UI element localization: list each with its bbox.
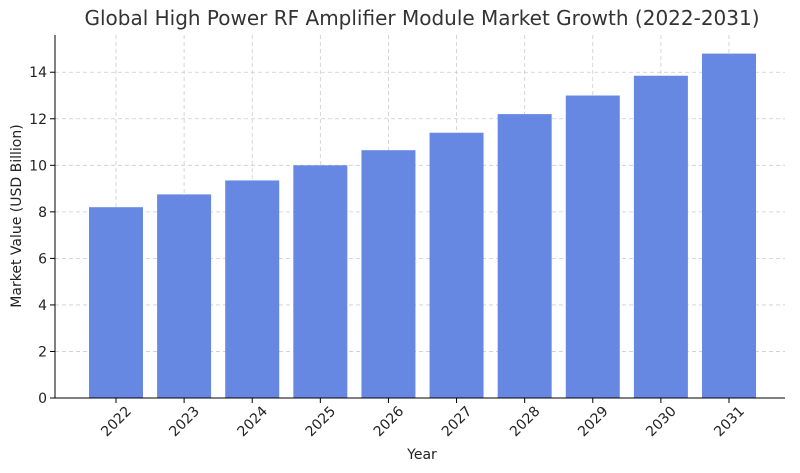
bar-2029 (565, 95, 620, 398)
bar-2031 (702, 53, 756, 398)
x-tick-label-2023: 2023 (166, 404, 203, 441)
bar-2027 (429, 132, 484, 398)
x-tick-label-2030: 2030 (643, 404, 680, 441)
bars (89, 53, 756, 398)
y-tick-label: 4 (38, 298, 47, 314)
x-tick-label-2026: 2026 (371, 403, 408, 440)
x-axis-ticks: 2022 2023 2024 2025 2026 2027 2028 2029 2030 2031 (98, 398, 748, 440)
chart-title: Global High Power RF Amplifier Module Ma… (84, 6, 759, 30)
x-tick-label-2028: 2028 (507, 404, 544, 441)
y-axis-label: Market Value (USD Billion) (9, 124, 25, 307)
y-axis-ticks: 0 2 4 6 8 10 12 14 (29, 65, 55, 407)
bar-2030 (633, 75, 688, 398)
y-tick-label: 8 (38, 205, 47, 221)
bar-2028 (497, 114, 552, 398)
x-axis-label: Year (406, 447, 437, 463)
y-tick-label: 6 (38, 251, 47, 267)
x-tick-label-2031: 2031 (711, 404, 748, 441)
y-tick-label: 12 (29, 112, 47, 128)
y-tick-label: 0 (38, 391, 47, 407)
x-tick-label-2022: 2022 (98, 404, 135, 441)
bar-2024 (225, 180, 280, 398)
bar-2026 (361, 150, 416, 398)
bar-2022 (89, 207, 143, 398)
x-tick-label-2025: 2025 (303, 404, 340, 441)
y-tick-label: 10 (29, 158, 47, 174)
axes (54, 35, 785, 399)
x-tick-label-2024: 2024 (235, 403, 272, 440)
bar-2025 (293, 165, 348, 398)
y-tick-label: 2 (38, 344, 47, 360)
x-tick-label-2029: 2029 (575, 404, 612, 441)
x-tick-label-2027: 2027 (439, 404, 476, 441)
y-tick-label: 14 (29, 65, 47, 81)
bar-2023 (157, 194, 212, 398)
